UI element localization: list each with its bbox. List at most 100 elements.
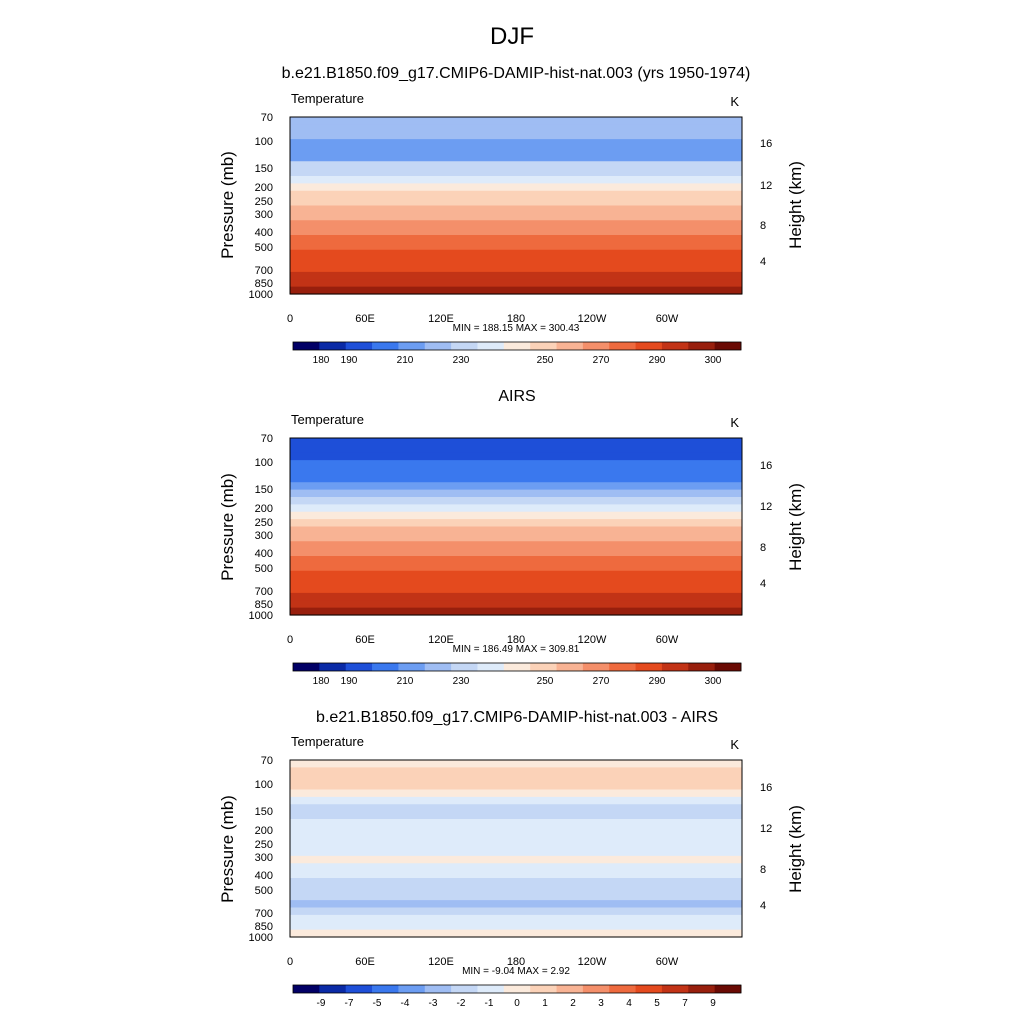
y-tick-label: 70	[261, 433, 273, 445]
panel-1: b.e21.B1850.f09_g17.CMIP6-DAMIP-hist-nat…	[218, 65, 805, 366]
heatmap-band	[290, 929, 742, 938]
colorbar-swatch	[319, 342, 347, 350]
colorbar-swatch	[635, 342, 663, 350]
x-tick-label: 60W	[656, 313, 679, 325]
colorbar-swatch	[688, 342, 716, 350]
colorbar-label: 5	[654, 998, 660, 1009]
y-tick-label: 250	[255, 517, 273, 529]
colorbar-swatch	[635, 985, 663, 993]
x-tick-label: 120E	[428, 634, 454, 646]
heatmap-band	[290, 445, 742, 454]
heatmap-band	[290, 205, 742, 214]
colorbar-swatch	[293, 985, 320, 993]
y-tick-label: 400	[255, 870, 273, 882]
heatmap-band	[290, 190, 742, 199]
colorbar-swatch	[345, 663, 373, 671]
heatmap-band	[290, 914, 742, 923]
panel-3-colorbar	[292, 984, 742, 994]
page-title: DJF	[490, 23, 534, 50]
heatmap-band	[290, 826, 742, 835]
panel-3-heatmap	[290, 760, 742, 938]
colorbar-label: 290	[649, 676, 666, 687]
colorbar-label: -1	[485, 998, 494, 1009]
y2-tick-label: 8	[760, 542, 766, 554]
panel-2-colorbar-labels: 180 190 210 230 250 270 290 300	[313, 676, 722, 687]
panel-1-left-label: Temperature	[291, 91, 364, 106]
y-tick-label: 150	[255, 484, 273, 496]
x-tick-label: 120E	[428, 313, 454, 325]
colorbar-swatch	[635, 663, 663, 671]
y2-tick-label: 4	[760, 578, 766, 590]
heatmap-band	[290, 526, 742, 535]
panel-3-y2-ticks: 16 12 8 4	[760, 782, 772, 912]
y-tick-label: 1000	[249, 289, 273, 301]
y-tick-label: 70	[261, 112, 273, 124]
colorbar-swatch	[582, 985, 610, 993]
y2-tick-label: 4	[760, 256, 766, 268]
colorbar-label: 300	[705, 676, 722, 687]
colorbar-swatch	[714, 985, 742, 993]
y-tick-label: 200	[255, 182, 273, 194]
colorbar-label: 0	[514, 998, 520, 1009]
heatmap-band	[290, 600, 742, 609]
y2-tick-label: 12	[760, 501, 772, 513]
x-tick-label: 60W	[656, 956, 679, 968]
x-tick-label: 0	[287, 313, 293, 325]
y-tick-label: 200	[255, 503, 273, 515]
x-tick-label: 120E	[428, 956, 454, 968]
heatmap-band	[290, 789, 742, 798]
colorbar-swatch	[477, 663, 505, 671]
y-tick-label: 850	[255, 599, 273, 611]
heatmap-band	[290, 286, 742, 295]
panel-1-units-label: K	[730, 94, 739, 109]
y-tick-label: 400	[255, 548, 273, 560]
panel-1-x-ticks: 0 60E 120E 180 120W 60W	[287, 313, 679, 325]
x-tick-label: 180	[507, 956, 525, 968]
panel-2-heatmap	[290, 438, 742, 616]
heatmap-band	[290, 870, 742, 879]
colorbar-swatch	[609, 663, 636, 671]
colorbar-label: 190	[341, 355, 358, 366]
heatmap-band	[290, 533, 742, 542]
colorbar-label: -4	[401, 998, 410, 1009]
heatmap-band	[290, 804, 742, 813]
colorbar-swatch	[661, 663, 689, 671]
colorbar-label: 9	[710, 998, 716, 1009]
y-tick-label: 250	[255, 839, 273, 851]
colorbar-swatch	[582, 342, 610, 350]
colorbar-swatch	[345, 342, 373, 350]
y-tick-label: 100	[255, 457, 273, 469]
heatmap-band	[290, 131, 742, 140]
colorbar-swatch	[688, 985, 716, 993]
panel-3-ylabel: Pressure (mb)	[218, 795, 237, 903]
heatmap-band	[290, 519, 742, 528]
x-tick-label: 0	[287, 634, 293, 646]
colorbar-swatch	[503, 985, 531, 993]
panel-2-title: AIRS	[498, 388, 535, 405]
colorbar-swatch	[372, 663, 399, 671]
x-tick-label: 180	[507, 634, 525, 646]
heatmap-band	[290, 139, 742, 148]
y2-tick-label: 12	[760, 823, 772, 835]
y-tick-label: 300	[255, 530, 273, 542]
y2-tick-label: 16	[760, 138, 772, 150]
colorbar-label: -3	[429, 998, 438, 1009]
heatmap-band	[290, 452, 742, 461]
heatmap-band	[290, 271, 742, 280]
colorbar-swatch	[398, 985, 426, 993]
panel-3-left-label: Temperature	[291, 734, 364, 749]
y-tick-label: 1000	[249, 610, 273, 622]
colorbar-label: -9	[317, 998, 326, 1009]
panel-3-plot-frame	[289, 759, 743, 938]
colorbar-label: 2	[570, 998, 576, 1009]
y-tick-label: 400	[255, 227, 273, 239]
heatmap-band	[290, 878, 742, 886]
x-tick-label: 120W	[578, 313, 607, 325]
colorbar-label: 300	[705, 355, 722, 366]
heatmap-band	[290, 556, 742, 564]
heatmap-band	[290, 819, 742, 827]
colorbar-label: 3	[598, 998, 604, 1009]
y-tick-label: 850	[255, 921, 273, 933]
colorbar-swatch	[688, 663, 716, 671]
